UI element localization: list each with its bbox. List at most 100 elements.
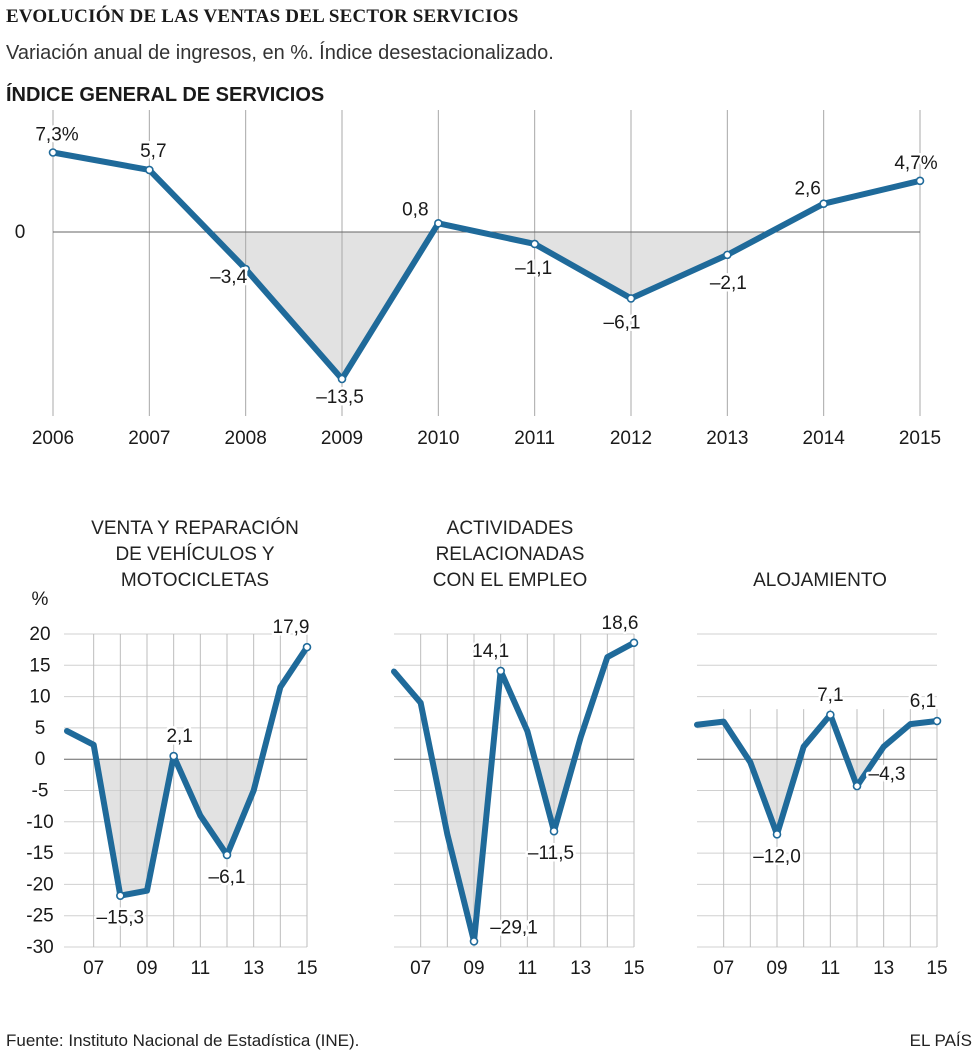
small-data-point — [932, 716, 942, 726]
small-data-point — [169, 751, 178, 761]
small-data-point — [222, 850, 232, 860]
small-x-tick-label: 09 — [136, 958, 157, 979]
main-data-label: –1,1 — [515, 258, 552, 279]
main-data-point — [530, 239, 539, 249]
small-x-tick-label: 13 — [873, 958, 894, 979]
small-negative-area — [432, 759, 575, 942]
small-x-tick-label: 07 — [410, 958, 431, 979]
small-series-line — [391, 639, 637, 945]
small-x-tick-label: 15 — [926, 958, 947, 979]
small-y-tick-label: -10 — [26, 812, 53, 833]
small-y-tick-label: 5 — [35, 718, 46, 739]
main-data-point — [434, 218, 443, 228]
small-x-tick-label: 09 — [766, 958, 787, 979]
main-data-point — [819, 199, 828, 208]
small-data-label: –4,3 — [869, 764, 906, 785]
main-x-tick-label: 2009 — [321, 428, 363, 449]
brand-logo-text: EL PAÍS — [909, 1031, 972, 1050]
main-series-line — [50, 149, 923, 382]
small-x-tick-label: 15 — [296, 958, 317, 979]
small-x-tick-label: 11 — [517, 958, 537, 979]
small-series-line — [64, 644, 310, 899]
small-data-point — [852, 781, 862, 791]
small-negative-area — [96, 759, 262, 896]
small-data-point — [772, 830, 782, 839]
small-data-point — [496, 666, 505, 676]
main-data-point — [915, 176, 925, 186]
small-data-point — [629, 638, 639, 648]
main-data-point — [337, 374, 347, 384]
panel-title-alojamiento: ALOJAMIENTO — [695, 568, 945, 594]
small-x-tick-label: 07 — [713, 958, 734, 979]
panel-title-line: CON EL EMPLEO — [432, 570, 588, 591]
main-data-point — [145, 165, 154, 175]
main-data-label: 0,8 — [402, 199, 428, 220]
panel-title-line: MOTOCICLETAS — [120, 570, 270, 591]
panel-title-line: DE VEHÍCULOS Y — [115, 544, 275, 565]
main-data-point — [723, 250, 732, 260]
main-data-label: 2,6 — [794, 179, 820, 200]
small-data-label: 17,9 — [273, 617, 310, 638]
main-negative-area — [209, 232, 771, 379]
small-data-label: –12,0 — [753, 846, 801, 867]
main-x-tick-label: 2010 — [417, 428, 459, 449]
source-note: Fuente: Instituto Nacional de Estadístic… — [6, 1031, 360, 1050]
small-y-tick-label: 10 — [29, 687, 50, 708]
panel-title-vehiculos: VENTA Y REPARACIÓN DE VEHÍCULOS Y MOTOCI… — [70, 516, 320, 594]
small-x-tick-label: 11 — [820, 958, 840, 979]
small-data-point — [469, 937, 479, 946]
small-x-tick-label: 11 — [190, 958, 210, 979]
main-data-label: –13,5 — [316, 387, 364, 408]
main-data-point — [48, 148, 58, 157]
small-data-label: 18,6 — [602, 613, 639, 634]
small-data-point — [302, 642, 312, 652]
small-data-label: 2,1 — [166, 726, 192, 747]
panel-title-line: RELACIONADAS — [435, 544, 585, 565]
small-data-label: –6,1 — [209, 867, 246, 888]
main-x-tick-label: 2015 — [899, 428, 941, 449]
main-data-point — [626, 294, 636, 303]
small-y-tick-label: 20 — [29, 624, 50, 645]
panel-title-line: ACTIVIDADES — [446, 518, 574, 539]
small-y-axis-unit: % — [32, 589, 49, 610]
main-x-tick-label: 2008 — [225, 428, 267, 449]
main-data-label: –6,1 — [604, 312, 641, 333]
main-x-tick-label: 2012 — [610, 428, 652, 449]
small-y-tick-label: -20 — [26, 874, 53, 895]
main-y-tick-label: 0 — [15, 222, 26, 243]
chart-title: EVOLUCIÓN DE LAS VENTAS DEL SECTOR SERVI… — [6, 6, 519, 27]
small-data-label: 7,1 — [817, 685, 843, 706]
small-y-tick-label: -30 — [26, 937, 53, 958]
main-x-tick-label: 2007 — [128, 428, 170, 449]
small-data-label: –15,3 — [97, 908, 145, 929]
small-x-tick-label: 13 — [570, 958, 591, 979]
main-x-tick-label: 2006 — [32, 428, 74, 449]
small-y-tick-label: 15 — [29, 655, 50, 676]
small-y-tick-label: -25 — [26, 906, 53, 927]
main-x-tick-label: 2014 — [803, 428, 846, 449]
small-data-label: 14,1 — [472, 641, 509, 662]
main-data-label: 4,7% — [894, 153, 937, 174]
chart-subtitle: Variación anual de ingresos, en %. Índic… — [6, 42, 554, 64]
small-y-tick-label: -15 — [26, 843, 53, 864]
main-data-label: –2,1 — [710, 273, 747, 294]
panel-title-empleo: ACTIVIDADES RELACIONADAS CON EL EMPLEO — [385, 516, 635, 594]
main-data-label: 7,3% — [35, 125, 78, 146]
main-data-label: 5,7 — [140, 141, 166, 162]
small-x-tick-label: 15 — [623, 958, 644, 979]
small-data-label: –11,5 — [528, 843, 574, 864]
main-data-label: –3,4 — [210, 267, 247, 288]
main-data-point — [241, 264, 250, 274]
small-x-tick-label: 13 — [243, 958, 264, 979]
main-x-tick-label: 2013 — [706, 428, 748, 449]
small-data-label: –29,1 — [490, 917, 538, 938]
small-data-point — [549, 826, 559, 836]
main-chart-title: ÍNDICE GENERAL DE SERVICIOS — [6, 84, 325, 106]
small-negative-area — [748, 759, 876, 835]
panel-title-line: VENTA Y REPARACIÓN — [91, 518, 299, 539]
small-data-label: 6,1 — [910, 691, 936, 712]
main-x-tick-label: 2011 — [514, 428, 555, 449]
small-x-tick-label: 09 — [463, 958, 484, 979]
small-data-point — [826, 710, 835, 720]
